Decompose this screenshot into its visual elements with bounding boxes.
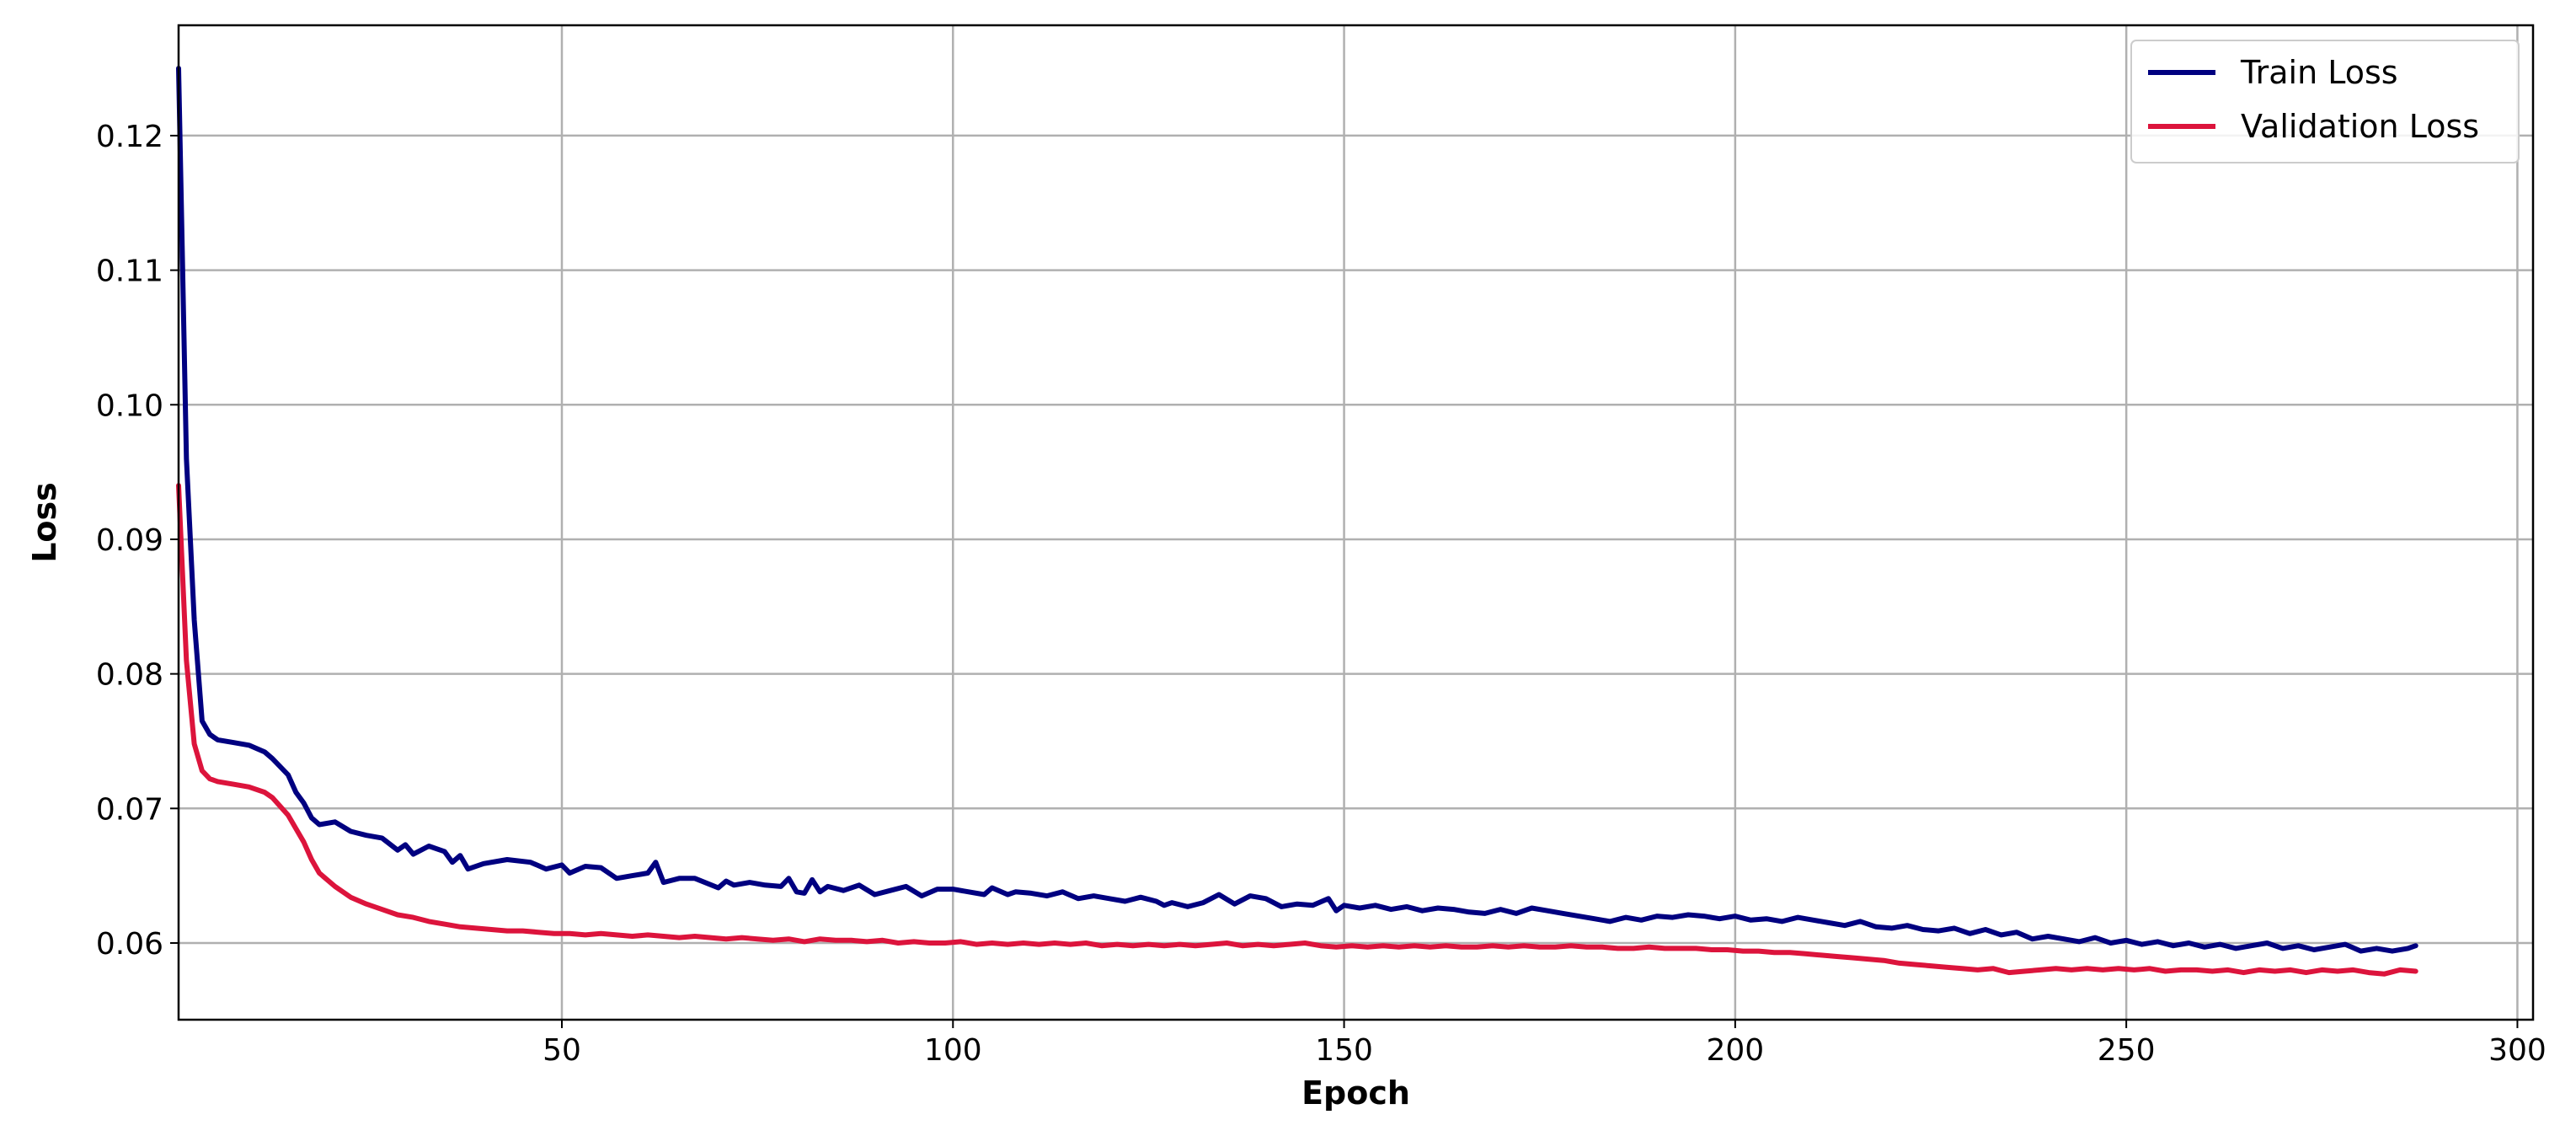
y-tick-label: 0.09 (96, 523, 163, 558)
y-tick-label: 0.08 (96, 658, 163, 693)
y-axis-title: Loss (26, 482, 63, 563)
x-tick-label: 200 (1706, 1033, 1764, 1068)
plot-frame (177, 24, 2535, 1021)
x-axis-title: Epoch (1301, 1074, 1410, 1112)
x-tick-label: 250 (2098, 1033, 2156, 1068)
y-tick-label: 0.12 (96, 120, 163, 154)
x-tick-label: 100 (924, 1033, 982, 1068)
legend-label-train: Train Loss (2240, 54, 2398, 91)
y-tick-label: 0.10 (96, 388, 163, 423)
legend-label-validation: Validation Loss (2241, 108, 2479, 145)
y-tick-label: 0.11 (96, 255, 163, 289)
x-tick-label: 300 (2488, 1033, 2547, 1068)
legend: Train Loss Validation Loss (2130, 40, 2520, 163)
x-tick-label: 150 (1315, 1033, 1373, 1068)
x-tick-label: 50 (542, 1033, 581, 1068)
series-lines (176, 66, 2418, 977)
axis-ticks: 50 100 150 200 250 300 0.06 0.07 0.08 0.09 0.10 0.1… (96, 120, 2547, 1068)
y-tick-label: 0.06 (96, 927, 163, 962)
legend-box (2130, 40, 2520, 163)
train-loss-line (176, 66, 2418, 954)
y-tick-label: 0.07 (96, 792, 163, 827)
validation-loss-line (176, 483, 2418, 977)
grid (179, 25, 2533, 1020)
